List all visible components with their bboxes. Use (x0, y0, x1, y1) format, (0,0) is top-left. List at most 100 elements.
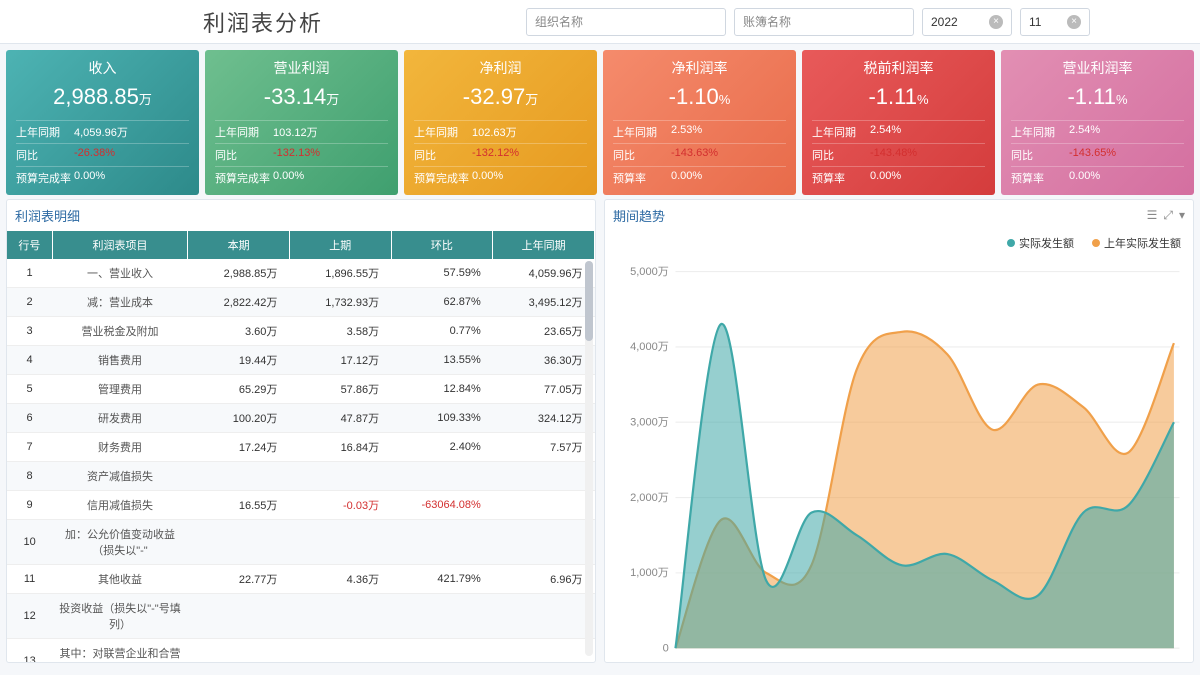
expand-icon[interactable]: ⤢ (1163, 208, 1173, 223)
table-row[interactable]: 13其中：对联营企业和合营企业的投资 (7, 639, 595, 663)
year-filter[interactable]: 2022 × (922, 8, 1012, 36)
svg-text:2022/8: 2022/8 (1021, 661, 1055, 663)
table-row[interactable]: 11其他收益22.77万4.36万421.79%6.96万 (7, 565, 595, 594)
table-row[interactable]: 10加：公允价值变动收益（损失以"-" (7, 520, 595, 565)
kpi-card-2[interactable]: 净利润-32.97万上年同期102.63万同比-132.12%预算完成率0.00… (404, 50, 597, 195)
scrollbar-thumb[interactable] (585, 261, 593, 341)
card-row-label: 预算完成率 (215, 170, 273, 186)
table-cell: 3.60万 (188, 317, 290, 346)
clear-year-icon[interactable]: × (989, 15, 1003, 29)
table-cell: 研发费用 (52, 404, 188, 433)
card-row-value: 103.12万 (273, 124, 388, 140)
table-header[interactable]: 行号 (7, 231, 52, 259)
chart-legend: 实际发生额 上年实际发生额 (605, 231, 1193, 255)
table-cell: 10 (7, 520, 52, 565)
table-row[interactable]: 8资产减值损失 (7, 462, 595, 491)
table-cell (289, 594, 391, 639)
legend-item[interactable]: 实际发生额 (1007, 235, 1074, 251)
clear-month-icon[interactable]: × (1067, 15, 1081, 29)
table-header[interactable]: 利润表项目 (52, 231, 188, 259)
card-row-label: 同比 (414, 147, 472, 163)
table-cell: 3.58万 (289, 317, 391, 346)
kpi-card-0[interactable]: 收入2,988.85万上年同期4,059.96万同比-26.38%预算完成率0.… (6, 50, 199, 195)
table-cell (289, 639, 391, 663)
table-row[interactable]: 9信用减值损失16.55万-0.03万-63064.08% (7, 491, 595, 520)
svg-text:2022/10: 2022/10 (1109, 661, 1149, 663)
table-row[interactable]: 3营业税金及附加3.60万3.58万0.77%23.65万 (7, 317, 595, 346)
table-row[interactable]: 4销售费用19.44万17.12万13.55%36.30万 (7, 346, 595, 375)
kpi-card-5[interactable]: 营业利润率-1.11%上年同期2.54%同比-143.65%预算率0.00% (1001, 50, 1194, 195)
table-cell (391, 639, 493, 663)
table-row[interactable]: 5管理费用65.29万57.86万12.84%77.05万 (7, 375, 595, 404)
table-cell: 管理费用 (52, 375, 188, 404)
table-cell (188, 594, 290, 639)
card-row-label: 上年同期 (16, 124, 74, 140)
legend-item[interactable]: 上年实际发生额 (1092, 235, 1181, 251)
table-cell: 4,059.96万 (493, 259, 595, 288)
card-row-label: 上年同期 (1011, 124, 1069, 140)
filter-icon[interactable]: ▾ (1179, 208, 1185, 223)
card-value: -1.11% (812, 84, 985, 110)
table-row[interactable]: 1一、营业收入2,988.85万1,896.55万57.59%4,059.96万 (7, 259, 595, 288)
month-filter[interactable]: 11 × (1020, 8, 1090, 36)
svg-text:1,000万: 1,000万 (630, 567, 669, 579)
chart-area: 01,000万2,000万3,000万4,000万5,000万2021/1220… (605, 255, 1193, 663)
table-cell: 5 (7, 375, 52, 404)
org-placeholder: 组织名称 (535, 13, 583, 30)
table-cell (188, 639, 290, 663)
ledger-filter[interactable]: 账簿名称 (734, 8, 914, 36)
month-value: 11 (1029, 15, 1041, 29)
scrollbar[interactable] (585, 261, 593, 656)
table-cell: 57.86万 (289, 375, 391, 404)
svg-text:3,000万: 3,000万 (630, 417, 669, 429)
trend-panel: 期间趋势 ☰ ⤢ ▾ 实际发生额上年实际发生额 01,000万2,000万3,0… (604, 199, 1194, 663)
table-cell: 57.59% (391, 259, 493, 288)
table-cell (391, 520, 493, 565)
card-row-value: 0.00% (671, 170, 786, 186)
table-cell: 36.30万 (493, 346, 595, 375)
table-cell (493, 520, 595, 565)
table-cell: 62.87% (391, 288, 493, 317)
card-title: 净利润 (414, 58, 587, 78)
table-scroll[interactable]: 行号利润表项目本期上期环比上年同期 1一、营业收入2,988.85万1,896.… (7, 231, 595, 662)
card-row-label: 预算完成率 (16, 170, 74, 186)
card-row-value: -143.65% (1069, 147, 1184, 163)
table-cell (391, 462, 493, 491)
kpi-card-4[interactable]: 税前利润率-1.11%上年同期2.54%同比-143.48%预算率0.00% (802, 50, 995, 195)
svg-text:2022/4: 2022/4 (840, 661, 874, 663)
org-filter[interactable]: 组织名称 (526, 8, 726, 36)
list-icon[interactable]: ☰ (1147, 208, 1158, 223)
svg-text:2022/2: 2022/2 (749, 661, 783, 663)
table-header[interactable]: 本期 (188, 231, 290, 259)
table-row[interactable]: 12投资收益（损失以"-"号填列） (7, 594, 595, 639)
card-row-value: 0.00% (472, 170, 587, 186)
table-cell: 421.79% (391, 565, 493, 594)
table-cell (391, 594, 493, 639)
table-cell: 减：营业成本 (52, 288, 188, 317)
table-cell: 65.29万 (188, 375, 290, 404)
table-cell: 7 (7, 433, 52, 462)
detail-panel-title: 利润表明细 (7, 200, 595, 231)
table-cell (188, 520, 290, 565)
table-row[interactable]: 6研发费用100.20万47.87万109.33%324.12万 (7, 404, 595, 433)
table-cell: 4 (7, 346, 52, 375)
kpi-card-3[interactable]: 净利润率-1.10%上年同期2.53%同比-143.63%预算率0.00% (603, 50, 796, 195)
table-header[interactable]: 上期 (289, 231, 391, 259)
table-cell: 资产减值损失 (52, 462, 188, 491)
ledger-placeholder: 账簿名称 (743, 13, 791, 30)
table-header[interactable]: 上年同期 (493, 231, 595, 259)
legend-dot-icon (1007, 239, 1015, 247)
table-cell: 77.05万 (493, 375, 595, 404)
table-cell (188, 462, 290, 491)
card-row-label: 同比 (215, 147, 273, 163)
table-row[interactable]: 2减：营业成本2,822.42万1,732.93万62.87%3,495.12万 (7, 288, 595, 317)
table-row[interactable]: 7财务费用17.24万16.84万2.40%7.57万 (7, 433, 595, 462)
table-cell: 0.77% (391, 317, 493, 346)
table-cell: 2.40% (391, 433, 493, 462)
table-cell: -0.03万 (289, 491, 391, 520)
kpi-card-1[interactable]: 营业利润-33.14万上年同期103.12万同比-132.13%预算完成率0.0… (205, 50, 398, 195)
table-cell: 7.57万 (493, 433, 595, 462)
table-cell: 19.44万 (188, 346, 290, 375)
table-cell: 100.20万 (188, 404, 290, 433)
table-header[interactable]: 环比 (391, 231, 493, 259)
